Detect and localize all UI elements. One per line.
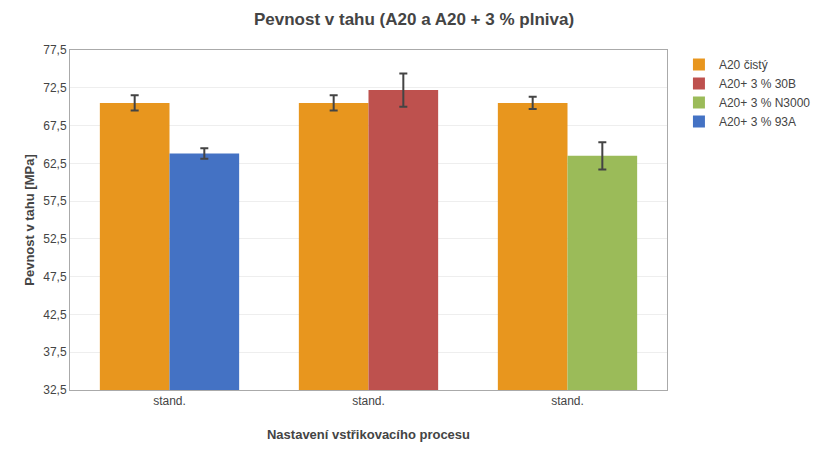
svg-text:stand.: stand. bbox=[551, 394, 584, 408]
svg-text:Pevnost v tahu [MPa]: Pevnost v tahu [MPa] bbox=[22, 154, 37, 285]
svg-text:77,5: 77,5 bbox=[43, 43, 67, 57]
svg-text:37,5: 37,5 bbox=[43, 345, 67, 359]
svg-text:32,5: 32,5 bbox=[43, 383, 67, 397]
svg-text:Nastavení vstřikovacího proces: Nastavení vstřikovacího procesu bbox=[267, 427, 470, 442]
svg-text:62,5: 62,5 bbox=[43, 157, 67, 171]
svg-text:72,5: 72,5 bbox=[43, 81, 67, 95]
svg-text:A20+ 3 % 93A: A20+ 3 % 93A bbox=[719, 115, 796, 129]
svg-text:A20+ 3 % 30B: A20+ 3 % 30B bbox=[719, 77, 796, 91]
svg-text:67,5: 67,5 bbox=[43, 119, 67, 133]
svg-text:47,5: 47,5 bbox=[43, 270, 67, 284]
svg-text:42,5: 42,5 bbox=[43, 308, 67, 322]
svg-text:stand.: stand. bbox=[352, 394, 385, 408]
svg-text:Pevnost v tahu (A20 a A20 + 3: Pevnost v tahu (A20 a A20 + 3 % plniva) bbox=[254, 10, 574, 29]
svg-text:57,5: 57,5 bbox=[43, 194, 67, 208]
svg-text:52,5: 52,5 bbox=[43, 232, 67, 246]
svg-text:A20+ 3 % N3000: A20+ 3 % N3000 bbox=[719, 96, 810, 110]
svg-text:A20 čistý: A20 čistý bbox=[719, 58, 768, 72]
svg-text:stand.: stand. bbox=[153, 394, 186, 408]
